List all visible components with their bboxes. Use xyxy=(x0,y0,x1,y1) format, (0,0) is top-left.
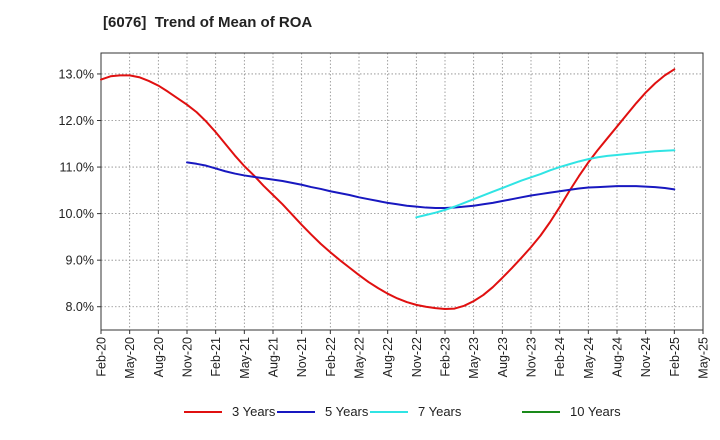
y-tick-label: 10.0% xyxy=(59,207,94,221)
legend-swatch xyxy=(277,410,315,413)
series-line-5-years xyxy=(186,161,676,210)
x-tick-label: Aug-24 xyxy=(611,337,625,377)
y-tick-label: 12.0% xyxy=(59,114,94,128)
x-tick-label: Feb-24 xyxy=(553,337,567,377)
legend: 3 Years 5 Years 7 Years 10 Years xyxy=(0,404,720,426)
series-line-3-years xyxy=(100,68,676,311)
x-tick-label: Feb-25 xyxy=(668,337,682,377)
x-tick-label: May-25 xyxy=(697,337,711,379)
legend-label: 10 Years xyxy=(570,404,621,419)
legend-swatch xyxy=(184,410,222,413)
series-line-7-years xyxy=(415,149,676,219)
legend-label: 7 Years xyxy=(418,404,462,419)
x-tick-label: Feb-20 xyxy=(95,337,109,377)
x-tick-label: Aug-23 xyxy=(496,337,510,377)
y-tick-label: 11.0% xyxy=(59,161,94,175)
series-lines xyxy=(100,68,676,311)
x-tick-label: Feb-21 xyxy=(209,337,223,377)
plot-area xyxy=(101,53,703,330)
x-tick-label: May-21 xyxy=(238,337,252,379)
plot-background xyxy=(101,53,703,330)
x-tick-label: Aug-20 xyxy=(152,337,166,377)
x-tick-label: Nov-24 xyxy=(639,337,653,377)
x-tick-label: Nov-21 xyxy=(295,337,309,377)
legend-label: 3 Years xyxy=(232,404,276,419)
axes: 8.0% 9.0% 10.0% 11.0% 12.0% 13.0% Feb-20 May-20… xyxy=(59,52,711,379)
legend-item-3-years: 3 Years xyxy=(184,404,275,419)
legend-swatch xyxy=(370,410,408,413)
legend-swatch xyxy=(522,410,560,413)
y-tick-label: 13.0% xyxy=(59,67,94,81)
legend-label: 5 Years xyxy=(325,404,369,419)
x-tick-label: May-20 xyxy=(123,337,137,379)
legend-item-10-years: 10 Years xyxy=(522,404,621,419)
plot-frame xyxy=(100,52,704,331)
y-tick-label: 9.0% xyxy=(66,254,95,268)
x-tick-label: Nov-20 xyxy=(181,337,195,377)
y-tick-label: 8.0% xyxy=(66,300,95,314)
x-tick-label: Aug-21 xyxy=(267,337,281,377)
x-tick-label: May-24 xyxy=(582,337,596,379)
legend-item-5-years: 5 Years xyxy=(277,404,368,419)
legend-item-7-years: 7 Years xyxy=(370,404,461,419)
x-tick-label: Nov-22 xyxy=(410,337,424,377)
x-tick-label: May-22 xyxy=(353,337,367,379)
chart-title: [6076] Trend of Mean of ROA xyxy=(103,14,313,31)
x-tick-label: Nov-23 xyxy=(525,337,539,377)
x-tick-label: Feb-23 xyxy=(439,337,453,377)
x-tick-label: Feb-22 xyxy=(324,337,338,377)
grid-lines xyxy=(101,53,703,330)
x-tick-label: Aug-22 xyxy=(381,337,395,377)
x-tick-label: May-23 xyxy=(467,337,481,379)
